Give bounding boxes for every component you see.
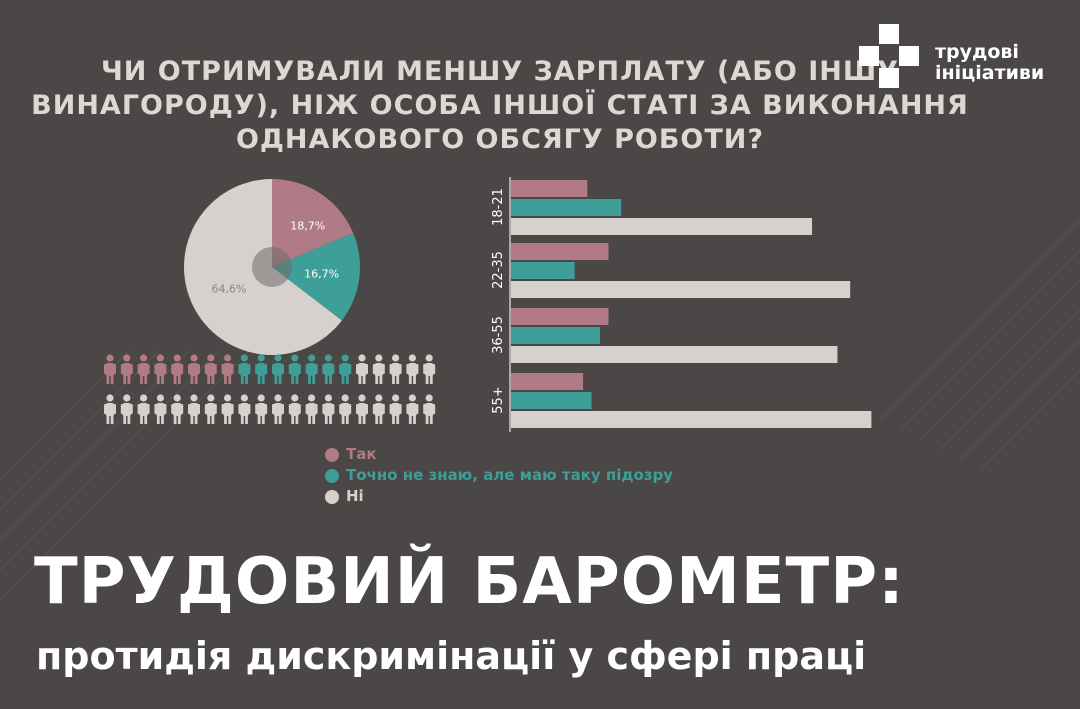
bar-category-label: 18-21 bbox=[491, 188, 506, 226]
person-icon bbox=[272, 394, 284, 424]
person-icon bbox=[406, 394, 419, 424]
pie-center-hole bbox=[252, 247, 292, 287]
bar-22-35-0 bbox=[511, 243, 609, 260]
person-icon bbox=[356, 354, 368, 384]
person-icon bbox=[305, 354, 318, 384]
legend-dot-yes-icon bbox=[325, 448, 339, 462]
bar-55+-2 bbox=[511, 411, 872, 428]
person-icon bbox=[322, 394, 335, 424]
legend-label-no: Ні bbox=[346, 487, 364, 505]
person-icon bbox=[255, 394, 268, 424]
bar-22-35-2 bbox=[511, 281, 851, 298]
pie-slice-0 bbox=[272, 179, 354, 267]
person-icon bbox=[322, 354, 335, 384]
person-icon bbox=[104, 394, 116, 424]
bar-18-21-1 bbox=[511, 199, 622, 216]
pie-label-0: 18,7% bbox=[290, 219, 325, 232]
person-icon bbox=[423, 394, 436, 424]
page-title: ТРУДОВИЙ БАРОМЕТР: bbox=[34, 545, 905, 619]
bar-22-35-1 bbox=[511, 262, 575, 279]
question-line-1: ЧИ ОТРИМУВАЛИ МЕНШУ ЗАРПЛАТУ (АБО ІНШУ bbox=[100, 56, 900, 87]
person-icon bbox=[204, 354, 217, 384]
person-icon bbox=[221, 354, 234, 384]
bar-36-55-0 bbox=[511, 308, 609, 325]
person-icon bbox=[221, 394, 234, 424]
legend-dot-no-icon bbox=[325, 490, 339, 504]
person-icon bbox=[389, 354, 402, 384]
person-icon bbox=[188, 354, 200, 384]
pie-slice-1 bbox=[272, 233, 361, 321]
person-icon bbox=[238, 354, 251, 384]
bar-category-label: 22-35 bbox=[491, 251, 506, 289]
person-icon bbox=[204, 394, 217, 424]
pie-label-2: 64,6% bbox=[211, 282, 246, 295]
person-icon bbox=[104, 354, 116, 384]
legend-label-suspect: Точно не знаю, але маю таку підозру bbox=[346, 466, 674, 484]
person-icon bbox=[154, 394, 167, 424]
bar-55+-0 bbox=[511, 373, 584, 390]
person-icon bbox=[188, 394, 200, 424]
person-icon bbox=[288, 394, 301, 424]
question-line-3: ОДНАКОВОГО ОБСЯГУ РОБОТИ? bbox=[235, 124, 765, 155]
legend-label-yes: Так bbox=[346, 445, 377, 463]
person-icon bbox=[171, 354, 184, 384]
bar-category-label: 36-55 bbox=[491, 316, 506, 354]
logo-text: трудові ініціативи bbox=[935, 42, 1044, 84]
logo-text-line-2: ініціативи bbox=[935, 62, 1045, 84]
person-icon bbox=[305, 394, 318, 424]
trudovi-initsiatyvy-logo-icon bbox=[859, 24, 919, 88]
person-icon bbox=[372, 394, 385, 424]
person-icon bbox=[171, 394, 184, 424]
bar-18-21-2 bbox=[511, 218, 813, 235]
bar-55+-1 bbox=[511, 392, 592, 409]
person-icon bbox=[255, 354, 268, 384]
person-icon bbox=[372, 354, 385, 384]
bar-36-55-2 bbox=[511, 346, 838, 363]
person-icon bbox=[120, 394, 133, 424]
pie-label-1: 16,7% bbox=[304, 267, 339, 280]
people-pictogram bbox=[104, 354, 436, 424]
age-bar-chart: 18-21 22-35 36-55 55+ bbox=[491, 177, 872, 432]
person-icon bbox=[238, 394, 251, 424]
person-icon bbox=[288, 354, 301, 384]
person-icon bbox=[120, 354, 133, 384]
bar-category-label: 55+ bbox=[491, 386, 506, 413]
person-icon bbox=[339, 394, 352, 424]
legend-dot-suspect-icon bbox=[325, 469, 339, 483]
person-icon bbox=[339, 354, 352, 384]
pie-chart: 18,7% 16,7% 64,6% bbox=[184, 179, 361, 355]
person-icon bbox=[406, 354, 419, 384]
person-icon bbox=[423, 354, 436, 384]
person-icon bbox=[272, 354, 284, 384]
page-subtitle: протидія дискримінації у сфері праці bbox=[36, 634, 867, 678]
person-icon bbox=[389, 394, 402, 424]
bar-36-55-1 bbox=[511, 327, 601, 344]
person-icon bbox=[137, 354, 150, 384]
person-icon bbox=[356, 394, 368, 424]
question-line-2: ВИНАГОРОДУ), НІЖ ОСОБА ІНШОЇ СТАТІ ЗА ВИ… bbox=[31, 90, 969, 121]
person-icon bbox=[154, 354, 167, 384]
person-icon bbox=[137, 394, 150, 424]
logo-text-line-1: трудові bbox=[935, 41, 1019, 63]
bar-18-21-0 bbox=[511, 180, 588, 197]
